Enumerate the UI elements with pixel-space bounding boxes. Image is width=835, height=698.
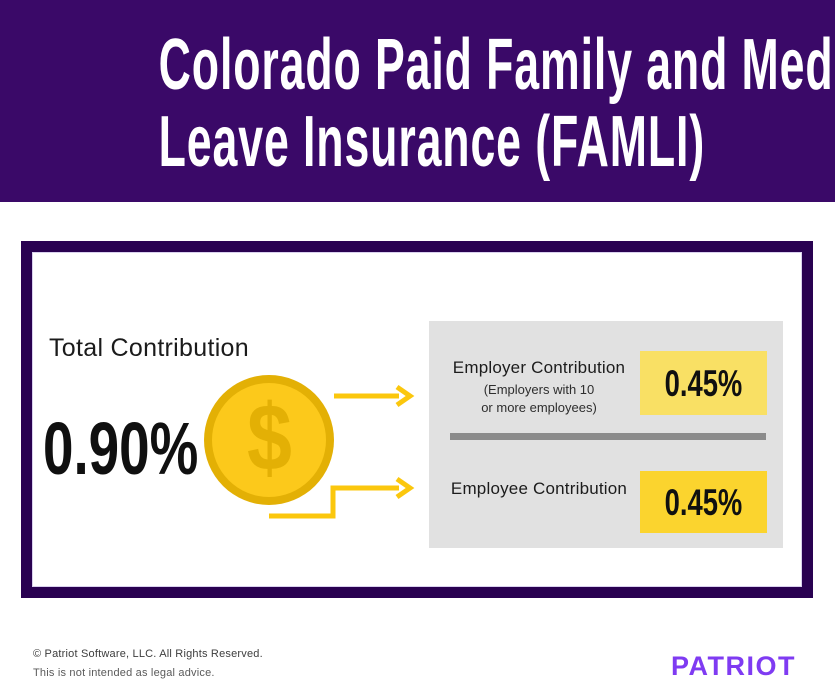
employer-note-line-2: or more employees) <box>481 400 597 415</box>
page-title-line-1: Colorado Paid Family and Medical <box>158 25 835 105</box>
employee-contribution-label: Employee Contribution <box>450 479 628 498</box>
title-banner: Colorado Paid Family and Medical Leave I… <box>0 0 835 202</box>
disclaimer-text: This is not intended as legal advice. <box>33 667 215 679</box>
dollar-sign-icon: $ <box>246 384 292 491</box>
employer-contribution-value: 0.45% <box>664 362 743 404</box>
patriot-logo: PATRIOT <box>671 651 796 681</box>
employee-contribution-value-box: 0.45% <box>640 471 767 533</box>
dollar-coin-icon: $ <box>204 375 334 505</box>
employer-contribution-labels: Employer Contribution (Employers with 10… <box>439 357 639 417</box>
copyright-text: © Patriot Software, LLC. All Rights Rese… <box>33 648 263 660</box>
employer-contribution-label: Employer Contribution <box>452 358 626 377</box>
employer-contribution-value-box: 0.45% <box>640 351 767 415</box>
coin-face: $ <box>212 383 326 497</box>
employee-contribution-labels: Employee Contribution <box>439 478 639 500</box>
total-contribution-value: 0.90% <box>43 407 199 490</box>
panel-divider <box>450 433 766 440</box>
contribution-panel: Employer Contribution (Employers with 10… <box>429 321 783 548</box>
employer-note-line-1: (Employers with 10 <box>483 382 595 397</box>
total-contribution-label: Total Contribution <box>49 334 249 362</box>
employee-contribution-value: 0.45% <box>664 481 743 523</box>
page-title-line-2: Leave Insurance (FAMLI) <box>158 102 706 182</box>
